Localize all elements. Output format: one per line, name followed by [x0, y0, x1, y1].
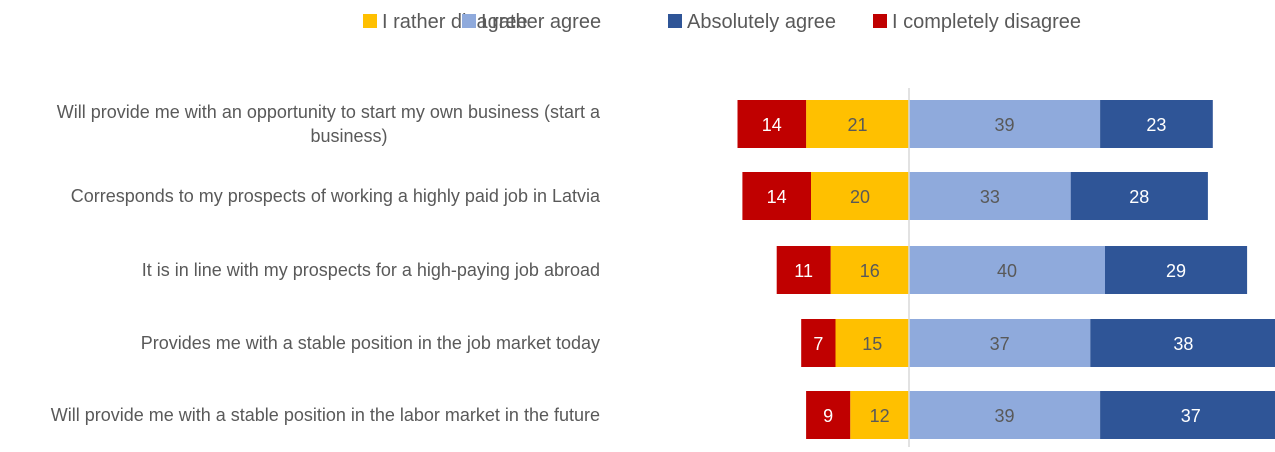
bar-value-label: 12 [870, 406, 890, 426]
bar-value-label: 15 [862, 334, 882, 354]
bar-row-4: 15 7 37 38 [801, 319, 1275, 367]
bar-value-label: 23 [1146, 115, 1166, 135]
bar-value-label: 37 [1181, 406, 1201, 426]
category-label-line: Provides me with a stable position in th… [141, 333, 600, 353]
bar-value-label: 11 [794, 261, 813, 281]
legend-label: I rather agree [481, 11, 601, 33]
legend-swatch [462, 14, 476, 28]
bar-value-label: 9 [823, 406, 833, 426]
bar-value-label: 16 [860, 261, 880, 281]
legend-label: Absolutely agree [687, 11, 836, 33]
bar-value-label: 33 [980, 187, 1000, 207]
category-label: Provides me with a stable position in th… [141, 333, 600, 353]
legend-item-completely-disagree: I completely disagree [873, 11, 1081, 33]
category-label-line: Corresponds to my prospects of working a… [71, 186, 601, 206]
bar-value-label: 39 [995, 115, 1015, 135]
bar-row-1: 21 14 39 23 [738, 100, 1213, 148]
bar-value-label: 14 [767, 187, 787, 207]
category-label-line: Will provide me with an opportunity to s… [57, 102, 601, 122]
category-label: It is in line with my prospects for a hi… [142, 260, 600, 280]
legend-swatch [668, 14, 682, 28]
legend-swatch [363, 14, 377, 28]
category-label-line: Will provide me with a stable position i… [51, 405, 600, 425]
bar-value-label: 7 [813, 334, 823, 354]
bar-row-2: 20 14 33 28 [742, 172, 1207, 220]
bar-row-3: 16 11 40 29 [777, 246, 1247, 294]
category-labels: Will provide me with an opportunity to s… [51, 102, 601, 425]
category-label: Corresponds to my prospects of working a… [71, 186, 601, 206]
category-label: Will provide me with an opportunity to s… [57, 102, 601, 146]
bars: 21 14 39 23 20 14 33 28 16 11 40 29 15 7 37 38 12 9 39 37 [738, 100, 1275, 439]
legend-item-absolutely-agree: Absolutely agree [668, 11, 836, 33]
bar-value-label: 37 [990, 334, 1010, 354]
bar-value-label: 39 [995, 406, 1015, 426]
legend-label: I completely disagree [892, 11, 1081, 33]
bar-value-label: 38 [1173, 334, 1193, 354]
legend-item-rather-agree: I rather agree [462, 11, 601, 33]
category-label-line: It is in line with my prospects for a hi… [142, 260, 600, 280]
bar-value-label: 14 [762, 115, 782, 135]
bar-value-label: 28 [1129, 187, 1149, 207]
category-label-line: business) [310, 126, 387, 146]
bar-value-label: 40 [997, 261, 1017, 281]
bar-value-label: 29 [1166, 261, 1186, 281]
bar-value-label: 21 [848, 115, 868, 135]
category-label: Will provide me with a stable position i… [51, 405, 600, 425]
bar-value-label: 20 [850, 187, 870, 207]
legend-swatch [873, 14, 887, 28]
bar-row-5: 12 9 39 37 [806, 391, 1275, 439]
